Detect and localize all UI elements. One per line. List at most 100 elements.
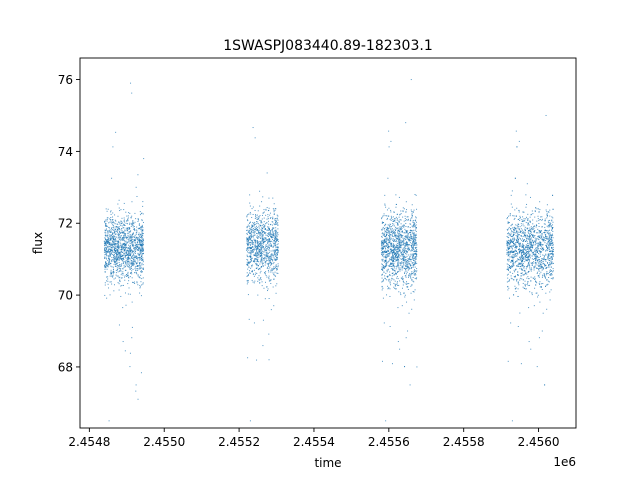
- data-point: [510, 235, 512, 237]
- data-point: [511, 256, 513, 258]
- data-point: [137, 254, 139, 256]
- data-point: [117, 256, 119, 258]
- data-point: [104, 238, 106, 240]
- data-point: [405, 268, 407, 270]
- data-point: [275, 230, 277, 232]
- data-point: [262, 212, 264, 214]
- data-point: [116, 269, 118, 271]
- data-point: [385, 235, 387, 237]
- data-point: [256, 256, 258, 258]
- data-point: [384, 240, 386, 242]
- data-point: [414, 257, 416, 259]
- data-point: [541, 219, 543, 221]
- data-point: [542, 262, 544, 264]
- data-point: [126, 252, 128, 254]
- data-point: [541, 239, 543, 241]
- data-point: [398, 257, 400, 259]
- data-point: [273, 266, 275, 268]
- data-point: [131, 239, 133, 241]
- data-point: [254, 221, 256, 223]
- data-point: [406, 241, 408, 243]
- data-point: [552, 270, 554, 272]
- data-point: [506, 269, 508, 271]
- data-point: [527, 260, 529, 262]
- data-point: [548, 223, 550, 225]
- data-point: [519, 259, 521, 261]
- data-point: [259, 249, 261, 251]
- data-point: [260, 252, 262, 254]
- data-point: [107, 217, 109, 219]
- data-point: [273, 269, 275, 271]
- data-point: [398, 247, 400, 249]
- data-point: [268, 256, 270, 258]
- data-point: [130, 216, 132, 218]
- data-point: [412, 280, 414, 282]
- data-point: [412, 211, 414, 213]
- data-point: [406, 245, 408, 247]
- data-point: [105, 250, 107, 252]
- data-point: [408, 254, 410, 256]
- data-point: [128, 237, 130, 239]
- data-point: [381, 274, 383, 276]
- data-point: [257, 265, 259, 267]
- data-point: [538, 256, 540, 258]
- data-point: [108, 256, 110, 258]
- data-point: [527, 257, 529, 259]
- data-point: [540, 244, 542, 246]
- data-point: [264, 249, 266, 251]
- data-point: [135, 246, 137, 248]
- data-point: [394, 283, 396, 285]
- data-point: [394, 258, 396, 260]
- data-point: [277, 228, 279, 230]
- data-point: [142, 239, 144, 241]
- data-point: [118, 199, 120, 201]
- data-point: [139, 254, 141, 256]
- data-point: [386, 229, 388, 231]
- data-point: [276, 240, 278, 242]
- data-point: [247, 251, 249, 253]
- data-point: [523, 274, 525, 276]
- data-point: [398, 229, 400, 231]
- data-point: [392, 256, 394, 258]
- data-point: [246, 233, 248, 235]
- data-point: [273, 257, 275, 259]
- data-point: [412, 220, 414, 222]
- data-point: [527, 256, 529, 258]
- data-point: [261, 261, 263, 263]
- data-point: [249, 256, 251, 258]
- data-point: [143, 267, 145, 269]
- data-point: [538, 242, 540, 244]
- data-point: [125, 246, 127, 248]
- data-point: [515, 130, 517, 132]
- data-point: [139, 243, 141, 245]
- data-point: [385, 253, 387, 255]
- data-point: [275, 238, 277, 240]
- data-point: [108, 263, 110, 265]
- data-point: [253, 234, 255, 236]
- data-point: [411, 211, 413, 212]
- data-point: [249, 227, 251, 229]
- data-point: [132, 282, 134, 284]
- data-point: [403, 208, 405, 210]
- data-point: [530, 238, 532, 240]
- data-point: [397, 223, 399, 225]
- data-point: [401, 244, 403, 246]
- data-point: [520, 252, 522, 254]
- data-point: [520, 363, 522, 365]
- data-point: [396, 227, 398, 229]
- data-point: [269, 244, 271, 246]
- data-point: [254, 209, 256, 211]
- data-point: [516, 255, 518, 257]
- data-point: [527, 222, 529, 224]
- data-point: [528, 254, 530, 256]
- data-point: [402, 257, 404, 259]
- data-point: [142, 205, 144, 207]
- data-point: [529, 269, 531, 271]
- data-point: [119, 243, 121, 245]
- data-point: [387, 268, 389, 270]
- data-point: [115, 220, 117, 222]
- data-point: [386, 279, 388, 281]
- data-point: [392, 259, 394, 261]
- data-point: [135, 244, 137, 246]
- data-point: [267, 226, 269, 228]
